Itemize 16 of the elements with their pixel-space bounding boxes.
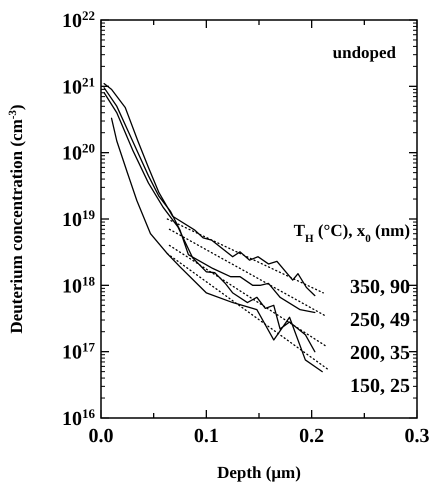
legend-label: 250, 49 [350, 309, 410, 331]
annotation: undoped [332, 43, 397, 62]
legend-label: 200, 35 [350, 342, 410, 364]
x-tick-label: 0.3 [404, 425, 430, 447]
x-axis-title: Depth (μm) [217, 463, 301, 482]
y-tick-label: 10$^{19}$ [62, 206, 96, 231]
y-tick-label: 10$^{22}$ [62, 8, 95, 32]
y-tick-label: 10$^{18}$ [62, 272, 96, 298]
legend-title: T$_{H}$ (°C), x$_{0}$ (nm) [294, 221, 410, 245]
y-tick-label: 10$^{21}$ [62, 74, 95, 98]
x-tick-label: 0.1 [194, 425, 219, 447]
y-tick-label: 10$^{17}$ [62, 339, 96, 364]
legend-label: 350, 90 [350, 276, 410, 298]
legend-label: 150, 25 [350, 375, 410, 397]
x-tick-label: 0.2 [299, 425, 324, 447]
y-tick-label: 10$^{20}$ [62, 140, 95, 165]
